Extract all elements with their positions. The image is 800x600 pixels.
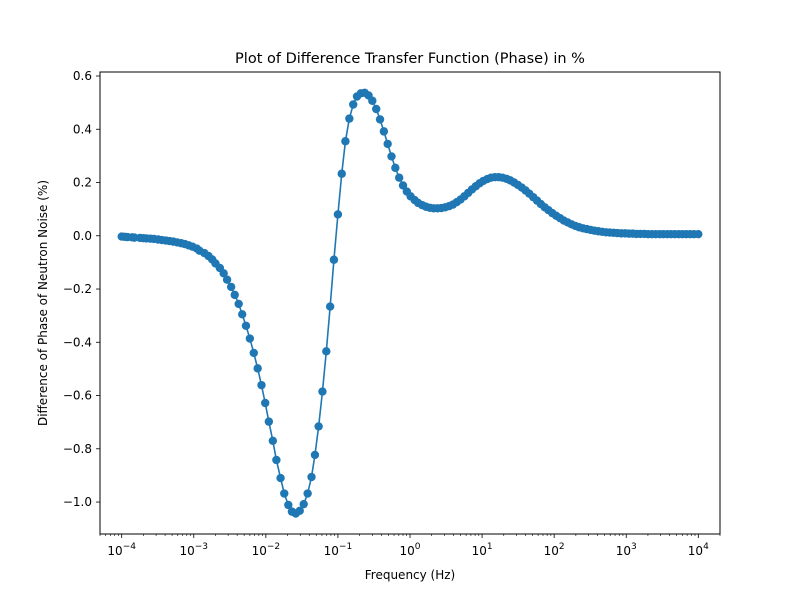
- x-tick-label: 10−4: [107, 542, 136, 558]
- x-axis-label: Frequency (Hz): [365, 568, 456, 582]
- data-point: [375, 115, 385, 124]
- data-point: [349, 100, 358, 109]
- data-point: [368, 96, 377, 105]
- data-point: [241, 321, 251, 330]
- y-tick-label: 0.6: [73, 69, 92, 83]
- data-point: [337, 169, 346, 178]
- data-point: [295, 506, 304, 516]
- data-point: [234, 299, 243, 309]
- x-tick-label: 10−1: [324, 542, 353, 558]
- x-tick-label: 101: [472, 542, 493, 558]
- data-point: [238, 310, 247, 319]
- data-point: [325, 302, 335, 311]
- data-point: [303, 489, 312, 498]
- data-point: [398, 181, 408, 190]
- x-tick-label: 10−2: [252, 542, 281, 558]
- data-point: [694, 229, 703, 239]
- data-point: [314, 422, 323, 431]
- data-point: [276, 473, 285, 483]
- y-tick-label: −0.4: [63, 335, 92, 349]
- x-tick-label: 104: [688, 542, 709, 558]
- data-point: [318, 387, 327, 396]
- y-tick-label: 0.4: [73, 122, 92, 136]
- data-point: [280, 489, 289, 498]
- y-tick-label: −0.6: [63, 389, 92, 403]
- y-axis-label: Difference of Phase of Neutron Noise (%): [36, 180, 50, 426]
- data-point: [222, 275, 232, 284]
- data-point: [284, 500, 293, 510]
- data-point: [219, 269, 228, 278]
- y-axis: −1.0 −0.8 −0.6 −0.4 −0.2 0.0 0.2 0.4 0.6: [63, 69, 100, 509]
- data-point: [264, 417, 274, 426]
- data-point: [257, 380, 266, 390]
- y-tick-label: −0.2: [63, 282, 92, 296]
- chart-title: Plot of Difference Transfer Function (Ph…: [235, 51, 585, 67]
- x-tick-label: 103: [616, 542, 637, 558]
- x-axis: 10−4 10−3 10−2 10−1 100 101 102 103 104: [99, 534, 721, 558]
- data-point: [391, 163, 400, 173]
- data-point: [272, 455, 281, 465]
- data-point: [299, 499, 308, 509]
- data-point: [322, 347, 331, 356]
- data-point: [307, 472, 316, 482]
- data-point: [394, 173, 404, 182]
- x-tick-label: 100: [399, 542, 420, 558]
- data-point: [341, 137, 350, 146]
- data-point: [268, 436, 278, 445]
- data-point: [379, 127, 389, 136]
- data-point: [383, 139, 392, 149]
- data-point: [226, 282, 236, 292]
- y-tick-label: 0.0: [73, 229, 92, 243]
- data-point: [329, 255, 339, 264]
- data-point: [249, 348, 258, 358]
- plot-area: [99, 71, 721, 535]
- data-point: [372, 104, 381, 114]
- x-tick-label: 10−3: [179, 542, 208, 558]
- series-layer: [117, 88, 703, 518]
- data-point: [230, 290, 239, 300]
- data-point: [245, 334, 255, 343]
- y-tick-label: 0.2: [73, 176, 92, 190]
- y-tick-label: −1.0: [63, 495, 92, 509]
- data-point: [261, 398, 270, 408]
- data-point: [387, 152, 396, 161]
- y-tick-label: −0.8: [63, 442, 92, 456]
- data-point: [310, 450, 320, 460]
- data-point: [345, 114, 354, 123]
- x-tick-label: 102: [544, 542, 565, 558]
- data-point: [253, 364, 262, 373]
- data-point: [333, 210, 343, 219]
